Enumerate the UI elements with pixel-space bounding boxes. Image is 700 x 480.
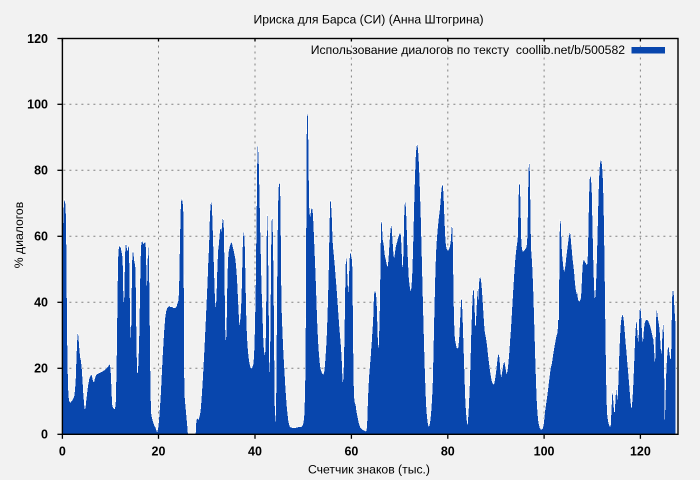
svg-text:Ириска для Барса (СИ) (Анна Шт: Ириска для Барса (СИ) (Анна Штогрина) (253, 13, 483, 27)
svg-text:80: 80 (441, 445, 455, 459)
svg-text:20: 20 (34, 362, 48, 376)
svg-text:120: 120 (27, 32, 48, 46)
svg-text:40: 40 (34, 296, 48, 310)
svg-text:120: 120 (630, 445, 651, 459)
svg-text:100: 100 (534, 445, 555, 459)
svg-text:0: 0 (41, 428, 48, 442)
svg-text:100: 100 (27, 98, 48, 112)
svg-text:Использование диалогов по текс: Использование диалогов по тексту coollib… (311, 43, 625, 57)
svg-text:80: 80 (34, 164, 48, 178)
svg-text:60: 60 (34, 230, 48, 244)
svg-text:60: 60 (344, 445, 358, 459)
svg-text:Счетчик знаков (тыс.): Счетчик знаков (тыс.) (308, 463, 430, 477)
svg-text:40: 40 (248, 445, 262, 459)
svg-text:20: 20 (152, 445, 166, 459)
svg-text:% диалогов: % диалогов (12, 202, 26, 268)
svg-text:0: 0 (59, 445, 66, 459)
